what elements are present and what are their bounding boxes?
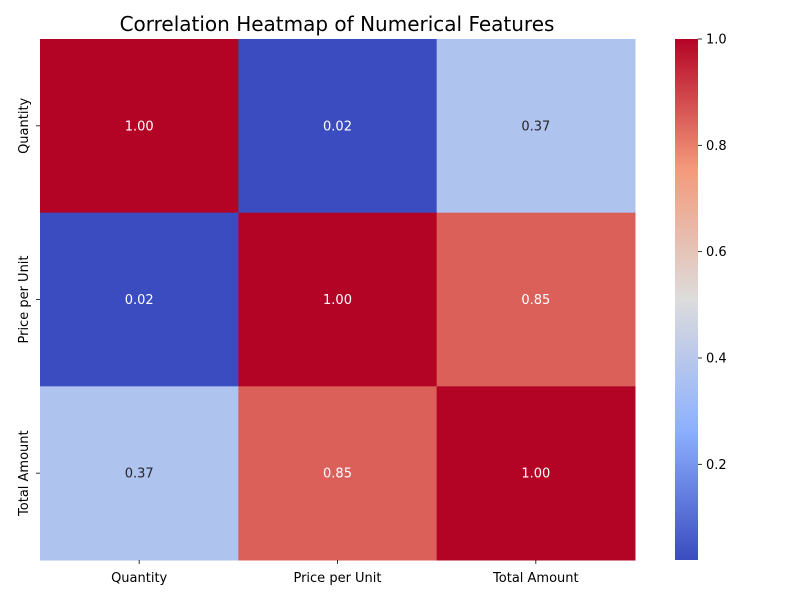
colorbar-tick-label: 1.0 [706,33,727,48]
colorbar-tick-label: 0.4 [706,351,727,366]
x-tick-label: Total Amount [492,571,579,586]
cell-annotation: 0.37 [125,467,154,482]
cell-annotation: 0.02 [125,293,154,308]
chart-title: Correlation Heatmap of Numerical Feature… [120,12,555,36]
heatmap-cell [436,39,636,214]
colorbar: 0.2 0.4 0.6 0.8 1.0 [675,33,727,560]
colorbar-tick-label: 0.6 [706,245,727,260]
colorbar-tick-label: 0.2 [706,458,727,473]
x-axis: Quantity Price per Unit Total Amount [111,560,579,586]
heatmap-annotations: 1.00 0.02 0.37 0.02 1.00 0.85 0.37 0.85 1.00 [125,119,551,481]
colorbar-gradient [675,39,698,560]
cell-annotation: 1.00 [521,467,550,482]
y-tick-label: Price per Unit [17,255,32,343]
heatmap-cell [40,39,239,214]
cell-annotation: 0.85 [323,467,352,482]
y-tick-label: Quantity [17,97,32,153]
cell-annotation: 0.85 [521,293,550,308]
heatmap-cells [40,39,636,561]
y-axis: Quantity Price per Unit Total Amount [17,97,40,517]
y-tick-label: Total Amount [17,430,32,517]
heatmap-cell [40,386,239,561]
cell-annotation: 0.02 [323,119,352,134]
heatmap-cell [238,212,438,387]
heatmap-cell [40,212,239,387]
heatmap-cell [238,386,438,561]
cell-annotation: 1.00 [323,293,352,308]
heatmap-cell [436,386,636,561]
cell-annotation: 1.00 [125,119,154,134]
cell-annotation: 0.37 [521,119,550,134]
colorbar-tick-label: 0.8 [706,139,727,154]
heatmap-cell [436,212,636,387]
heatmap-cell [238,39,438,214]
x-tick-label: Price per Unit [293,571,381,586]
x-tick-label: Quantity [111,571,167,586]
